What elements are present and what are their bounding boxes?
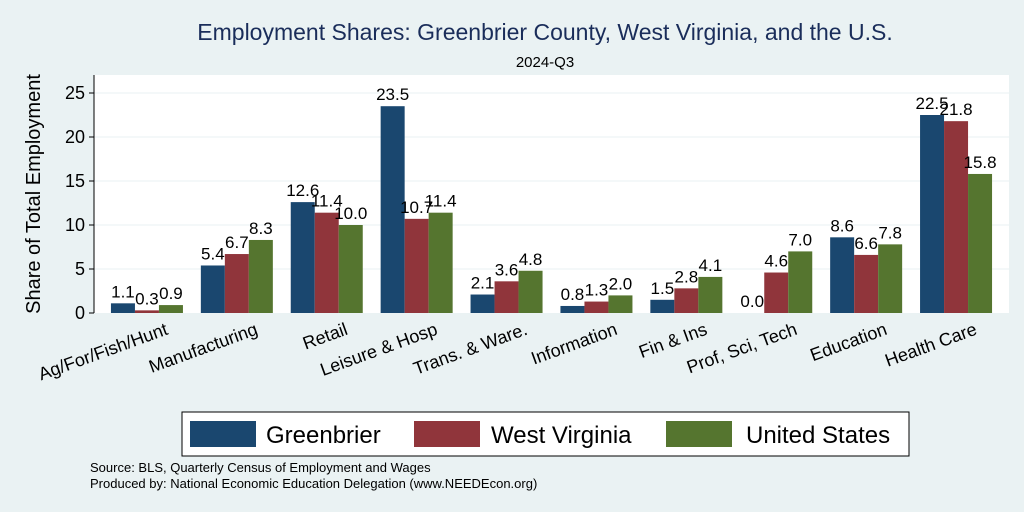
data-label: 4.8 (519, 250, 543, 269)
source-note: Source: BLS, Quarterly Census of Employm… (90, 460, 431, 475)
bar-west-virginia-8 (854, 254, 879, 313)
data-labels: 1.1 0.3 0.95.46.78.312.611.410.023.510.711… (111, 85, 996, 311)
y-axis: 0 5 10 15 20 25 (65, 75, 95, 323)
data-label: 23.5 (376, 85, 409, 104)
data-label: 2.8 (675, 267, 699, 286)
data-label: 0.8 (561, 285, 585, 304)
y-tick-label: 0 (75, 303, 85, 323)
y-axis-label: Share of Total Employment (23, 74, 45, 314)
bar-west-virginia-0 (134, 310, 159, 313)
x-category-label: Information (528, 319, 619, 369)
data-label: 7.0 (788, 230, 812, 249)
data-label: 12.6 (286, 181, 319, 200)
bar-greenbrier-9 (920, 115, 945, 313)
data-label: 15.8 (964, 153, 997, 172)
x-category-label: Health Care (882, 319, 979, 371)
bars (110, 106, 993, 313)
x-category-label: Retail (300, 319, 350, 354)
data-label: 4.6 (764, 252, 788, 271)
y-tick-label: 25 (65, 83, 85, 103)
y-tick-label: 5 (75, 259, 85, 279)
data-label: 0.3 (135, 289, 159, 308)
chart-subtitle: 2024-Q3 (516, 54, 574, 71)
data-label: 1.5 (651, 279, 675, 298)
data-label: 6.6 (854, 234, 878, 253)
x-category-label: Ag/For/Fish/Hunt (36, 319, 171, 384)
bar-greenbrier-4 (470, 294, 495, 313)
produced-by-note: Produced by: National Economic Education… (90, 476, 537, 491)
data-label: 8.6 (830, 216, 854, 235)
data-label: 10.7 (400, 198, 433, 217)
bar-west-virginia-3 (404, 218, 429, 313)
data-label: 2.0 (609, 274, 633, 293)
data-label: 0.0 (740, 292, 764, 311)
legend-label-west-virginia: West Virginia (491, 422, 632, 449)
bar-united-states-3 (428, 212, 453, 313)
legend-swatch-united-states (666, 421, 732, 447)
bar-united-states-6 (698, 276, 723, 313)
data-label: 2.1 (471, 274, 495, 293)
bar-greenbrier-5 (560, 305, 585, 313)
bar-united-states-7 (788, 251, 813, 313)
legend-label-greenbrier: Greenbrier (266, 422, 381, 449)
data-label: 0.9 (159, 284, 183, 303)
data-label: 1.3 (585, 281, 609, 300)
legend-label-united-states: United States (746, 422, 890, 449)
legend: Greenbrier West Virginia United States (181, 411, 910, 457)
y-tick-label: 15 (65, 171, 85, 191)
bar-west-virginia-5 (584, 301, 609, 313)
bar-west-virginia-2 (314, 212, 339, 313)
bar-united-states-8 (878, 244, 903, 313)
data-label: 21.8 (940, 100, 973, 119)
bar-united-states-1 (248, 239, 273, 313)
data-label: 10.0 (334, 204, 367, 223)
legend-box (181, 411, 910, 457)
x-category-label: Education (807, 319, 889, 365)
bar-united-states-0 (158, 305, 183, 313)
data-label: 11.4 (311, 192, 343, 211)
bar-west-virginia-6 (674, 288, 699, 313)
legend-swatch-greenbrier (190, 421, 256, 447)
data-label: 7.8 (878, 223, 902, 242)
bar-united-states-2 (338, 225, 363, 313)
bar-greenbrier-3 (380, 106, 405, 313)
bar-united-states-4 (518, 270, 543, 313)
chart-title: Employment Shares: Greenbrier County, We… (197, 19, 892, 45)
data-label: 3.6 (495, 260, 519, 279)
bar-west-virginia-1 (224, 254, 249, 313)
data-label: 22.5 (916, 94, 949, 113)
data-label: 5.4 (201, 244, 225, 263)
bar-united-states-5 (608, 295, 633, 313)
bar-greenbrier-1 (200, 265, 225, 313)
data-label: 11.4 (425, 192, 457, 211)
bar-west-virginia-7 (764, 272, 789, 313)
legend-swatch-west-virginia (414, 421, 480, 447)
bar-west-virginia-9 (944, 121, 969, 313)
bar-united-states-9 (968, 173, 993, 313)
bar-greenbrier-0 (110, 303, 135, 313)
bar-west-virginia-4 (494, 281, 519, 313)
bar-greenbrier-2 (290, 202, 315, 313)
data-label: 6.7 (225, 233, 249, 252)
data-label: 1.1 (111, 282, 135, 301)
y-tick-label: 10 (65, 215, 85, 235)
bar-greenbrier-6 (650, 299, 675, 313)
data-label: 8.3 (249, 219, 273, 238)
y-tick-label: 20 (65, 127, 85, 147)
bar-greenbrier-8 (830, 237, 855, 313)
data-label: 4.1 (699, 256, 723, 275)
